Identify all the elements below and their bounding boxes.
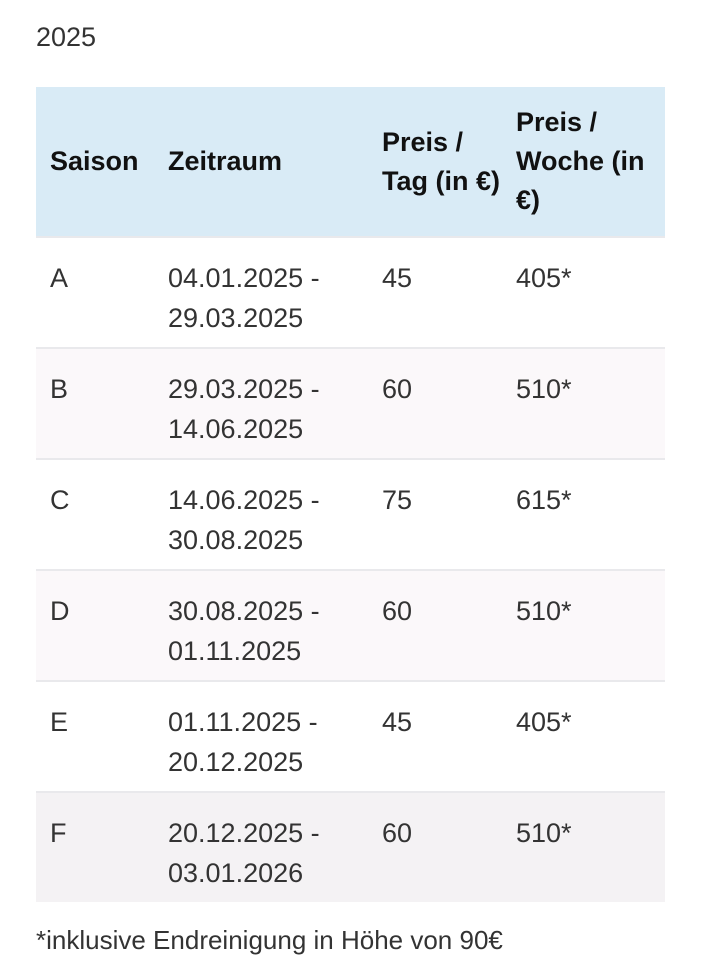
footnote: *inklusive Endreinigung in Höhe von 90€ (36, 925, 503, 955)
cell-saison: E (36, 680, 154, 792)
cell-preis-tag: 60 (368, 791, 502, 902)
cell-preis-woche: 405* (502, 236, 665, 348)
cell-saison: D (36, 569, 154, 681)
header-preis-woche: Preis / Woche (in €) (502, 87, 665, 237)
cell-preis-woche: 615* (502, 458, 665, 570)
cell-zeitraum: 01.11.2025 - 20.12.2025 (154, 680, 368, 792)
cell-preis-tag: 60 (368, 347, 502, 459)
zeitraum-von: 01.11.2025 - (168, 707, 318, 737)
price-table: Saison Zeitraum Preis / Tag (in €) Preis… (36, 87, 665, 902)
zeitraum-bis: 14.06.2025 (168, 414, 304, 444)
year-heading: 2025 (36, 22, 97, 52)
zeitraum-von: 14.06.2025 - (168, 485, 320, 515)
cell-zeitraum: 20.12.2025 - 03.01.2026 (154, 791, 368, 902)
cell-preis-woche: 510* (502, 791, 665, 902)
cell-preis-tag: 45 (368, 236, 502, 348)
cell-preis-woche: 405* (502, 680, 665, 792)
header-zeitraum: Zeitraum (154, 87, 368, 237)
zeitraum-von: 04.01.2025 - (168, 263, 320, 293)
table-row: D 30.08.2025 - 01.11.2025 60 510* (36, 569, 665, 681)
cell-preis-woche: 510* (502, 347, 665, 459)
cell-preis-tag: 60 (368, 569, 502, 681)
table-row: E 01.11.2025 - 20.12.2025 45 405* (36, 680, 665, 792)
zeitraum-von: 29.03.2025 - (168, 374, 320, 404)
header-preis-tag: Preis / Tag (in €) (368, 87, 502, 237)
cell-zeitraum: 29.03.2025 - 14.06.2025 (154, 347, 368, 459)
zeitraum-bis: 30.08.2025 (168, 525, 304, 555)
zeitraum-bis: 29.03.2025 (168, 303, 304, 333)
cell-zeitraum: 14.06.2025 - 30.08.2025 (154, 458, 368, 570)
cell-saison: C (36, 458, 154, 570)
cell-zeitraum: 04.01.2025 - 29.03.2025 (154, 236, 368, 348)
table-row: B 29.03.2025 - 14.06.2025 60 510* (36, 347, 665, 459)
zeitraum-von: 20.12.2025 - (168, 818, 320, 848)
table-row: A 04.01.2025 - 29.03.2025 45 405* (36, 236, 665, 348)
cell-saison: F (36, 791, 154, 902)
cell-saison: A (36, 236, 154, 348)
cell-zeitraum: 30.08.2025 - 01.11.2025 (154, 569, 368, 681)
cell-preis-woche: 510* (502, 569, 665, 681)
cell-preis-tag: 45 (368, 680, 502, 792)
cell-saison: B (36, 347, 154, 459)
zeitraum-von: 30.08.2025 - (168, 596, 320, 626)
zeitraum-bis: 20.12.2025 (168, 747, 304, 777)
table-row: F 20.12.2025 - 03.01.2026 60 510* (36, 791, 665, 902)
cell-preis-tag: 75 (368, 458, 502, 570)
table-header-row: Saison Zeitraum Preis / Tag (in €) Preis… (36, 87, 665, 237)
header-saison: Saison (36, 87, 154, 237)
zeitraum-bis: 03.01.2026 (168, 858, 304, 888)
zeitraum-bis: 01.11.2025 (168, 636, 302, 666)
table-row: C 14.06.2025 - 30.08.2025 75 615* (36, 458, 665, 570)
